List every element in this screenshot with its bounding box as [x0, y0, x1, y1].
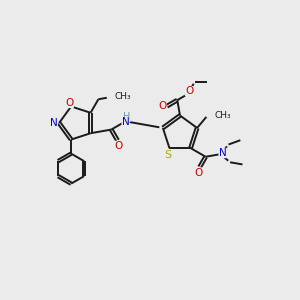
Text: N: N — [219, 148, 226, 158]
Text: H: H — [123, 112, 130, 122]
Text: O: O — [65, 98, 74, 108]
Text: O: O — [194, 168, 202, 178]
Text: N: N — [50, 118, 58, 128]
Text: O: O — [185, 86, 193, 96]
Text: CH₃: CH₃ — [215, 111, 231, 120]
Text: CH₃: CH₃ — [114, 92, 131, 101]
Text: O: O — [115, 141, 123, 151]
Text: O: O — [159, 100, 167, 110]
Text: N: N — [122, 117, 129, 127]
Text: S: S — [165, 150, 172, 160]
